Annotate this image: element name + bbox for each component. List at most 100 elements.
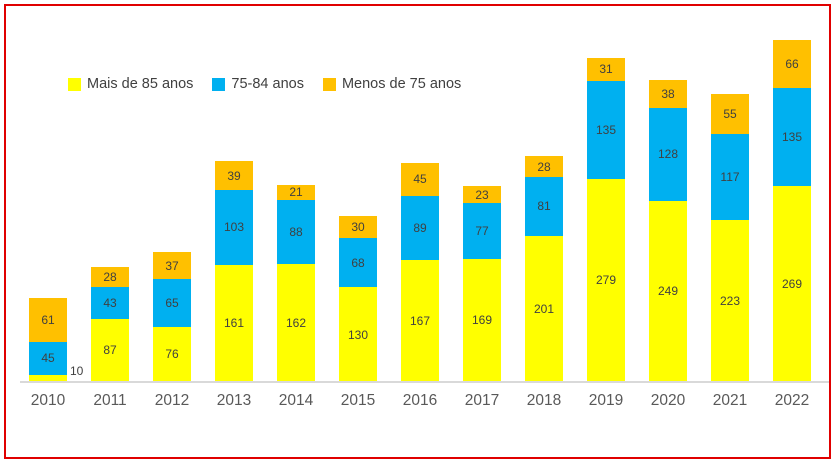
x-axis-tick-label: 2016 bbox=[402, 392, 438, 409]
data-label: 103 bbox=[223, 220, 245, 235]
data-label: 30 bbox=[351, 219, 365, 234]
bar-segment[interactable]: 45 bbox=[29, 341, 67, 375]
data-label: 269 bbox=[781, 277, 803, 292]
bar-segment[interactable]: 135 bbox=[587, 80, 625, 179]
bar-segment[interactable]: 38 bbox=[649, 79, 687, 108]
bar-segment[interactable]: 167 bbox=[401, 260, 439, 382]
data-label: 88 bbox=[289, 225, 303, 240]
bar-segment[interactable]: 43 bbox=[91, 287, 129, 319]
bar-2021[interactable]: 223 117 55 bbox=[711, 94, 749, 382]
bar-2019[interactable]: 279 135 31 bbox=[587, 58, 625, 382]
bar-segment[interactable]: 66 bbox=[773, 39, 811, 88]
bar-segment[interactable]: 249 bbox=[649, 200, 687, 382]
bar-2020[interactable]: 249 128 38 bbox=[649, 79, 687, 382]
bar-segment[interactable]: 55 bbox=[711, 94, 749, 135]
bar-segment[interactable]: 128 bbox=[649, 107, 687, 201]
bar-segment[interactable]: 169 bbox=[463, 258, 501, 382]
bar-2022[interactable]: 269 135 66 bbox=[773, 39, 811, 382]
bar-2017[interactable]: 169 77 23 bbox=[463, 186, 501, 382]
bar-segment[interactable]: 223 bbox=[711, 219, 749, 382]
data-label: 87 bbox=[103, 343, 117, 358]
data-label: 61 bbox=[41, 312, 55, 327]
bar-2012[interactable]: 76 65 37 bbox=[153, 252, 191, 382]
x-axis-tick-label: 2020 bbox=[650, 392, 686, 409]
data-label: 45 bbox=[41, 351, 55, 366]
bar-segment[interactable]: 81 bbox=[525, 176, 563, 236]
bar-segment[interactable]: 76 bbox=[153, 326, 191, 382]
x-axis-tick-label: 2019 bbox=[588, 392, 624, 409]
bar-segment[interactable]: 21 bbox=[277, 184, 315, 201]
bar-segment[interactable]: 161 bbox=[215, 264, 253, 382]
legend-label: 75-84 anos bbox=[231, 76, 304, 92]
x-axis-tick-label: 2021 bbox=[712, 392, 748, 409]
data-label: 89 bbox=[413, 221, 427, 236]
x-axis-tick-label: 2017 bbox=[464, 392, 500, 409]
bar-segment[interactable]: 10 bbox=[29, 365, 83, 382]
bar-segment[interactable]: 135 bbox=[773, 87, 811, 187]
bar-segment[interactable]: 68 bbox=[339, 237, 377, 288]
bar-segment[interactable]: 162 bbox=[277, 264, 315, 382]
bar-segment[interactable]: 45 bbox=[401, 162, 439, 196]
data-label: 31 bbox=[599, 62, 613, 77]
bar-segment[interactable]: 28 bbox=[525, 156, 563, 177]
data-label: 55 bbox=[723, 107, 737, 122]
bar-segment[interactable]: 201 bbox=[525, 235, 563, 382]
bar-2013[interactable]: 161 103 39 bbox=[215, 161, 253, 382]
bar-segment[interactable]: 117 bbox=[711, 134, 749, 220]
x-axis-tick-label: 2018 bbox=[526, 392, 562, 409]
bar-2010[interactable]: 10 45 61 bbox=[29, 297, 83, 382]
bar-segment[interactable]: 87 bbox=[91, 318, 129, 382]
legend-label: Mais de 85 anos bbox=[87, 76, 194, 92]
data-label: 161 bbox=[223, 316, 245, 331]
data-label: 167 bbox=[409, 314, 431, 329]
data-label: 23 bbox=[475, 187, 489, 202]
x-axis-tick-label: 2011 bbox=[93, 392, 127, 409]
data-label: 43 bbox=[103, 296, 117, 311]
bar-2016[interactable]: 167 89 45 bbox=[401, 162, 439, 382]
data-label: 135 bbox=[781, 130, 803, 145]
data-label: 130 bbox=[347, 327, 369, 342]
data-label: 117 bbox=[720, 170, 740, 185]
bar-segment[interactable]: 39 bbox=[215, 161, 253, 190]
bar-segment[interactable]: 65 bbox=[153, 279, 191, 327]
bar-2011[interactable]: 87 43 28 bbox=[91, 267, 129, 382]
data-label: 65 bbox=[165, 296, 179, 311]
bar-segment[interactable]: 30 bbox=[339, 216, 377, 238]
data-label: 76 bbox=[165, 347, 179, 362]
bar-segment[interactable]: 279 bbox=[587, 178, 625, 382]
data-label: 39 bbox=[227, 168, 241, 183]
legend-item-mais-de-85-anos[interactable]: Mais de 85 anos bbox=[68, 76, 193, 92]
bar-segment[interactable]: 103 bbox=[215, 189, 253, 265]
data-label: 169 bbox=[471, 313, 493, 328]
bar-segment[interactable]: 89 bbox=[401, 195, 439, 261]
x-axis-tick-label: 2010 bbox=[30, 392, 66, 409]
legend-label: Menos de 75 anos bbox=[341, 76, 462, 92]
bar-2015[interactable]: 130 68 30 bbox=[339, 216, 377, 382]
bar-2014[interactable]: 162 88 21 bbox=[277, 184, 315, 382]
bar-segment[interactable]: 269 bbox=[773, 186, 811, 382]
bar-segment[interactable]: 37 bbox=[153, 252, 191, 280]
chart-legend: Mais de 85 anos 75-84 anos Menos de 75 a… bbox=[68, 76, 461, 92]
bar-segment[interactable]: 77 bbox=[463, 202, 501, 259]
data-label: 28 bbox=[103, 270, 117, 285]
x-axis-tick-label: 2013 bbox=[216, 392, 252, 409]
bar-2018[interactable]: 201 81 28 bbox=[525, 156, 563, 382]
bar-segment[interactable]: 28 bbox=[91, 267, 129, 288]
data-label: 162 bbox=[285, 316, 307, 331]
data-label: 37 bbox=[165, 258, 179, 273]
bar-segment[interactable]: 88 bbox=[277, 200, 315, 265]
x-axis-tick-label: 2022 bbox=[774, 392, 810, 409]
data-label: 279 bbox=[595, 273, 617, 288]
legend-swatch-blue bbox=[212, 77, 226, 91]
plot-area: 10 45 61 87 43 28 76 65 37 161 103 39 162 88 21 130 68 30… bbox=[29, 39, 811, 382]
bar-segment[interactable]: 61 bbox=[29, 297, 67, 342]
bar-segment[interactable]: 31 bbox=[587, 58, 625, 81]
legend-item-menos-de-75-anos[interactable]: Menos de 75 anos bbox=[322, 76, 462, 92]
data-label: 68 bbox=[351, 255, 365, 270]
x-axis-labels: 2010 2011 2012 2013 2014 2015 2016 2017 2018 2019… bbox=[0, 392, 835, 414]
bar-segment[interactable]: 23 bbox=[463, 186, 501, 203]
bar-segment[interactable]: 130 bbox=[339, 287, 377, 382]
data-label: 45 bbox=[413, 172, 427, 187]
legend-item-75-84-anos[interactable]: 75-84 anos bbox=[212, 76, 304, 92]
